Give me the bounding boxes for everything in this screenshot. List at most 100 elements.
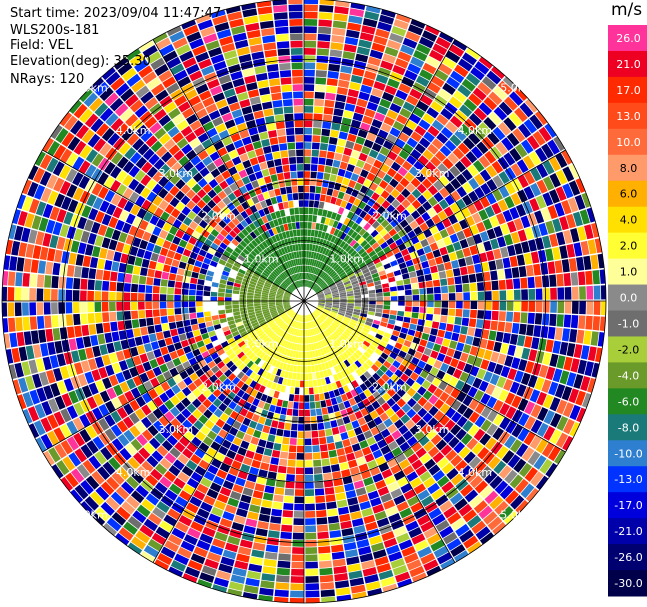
- velocity-gate: [279, 370, 286, 378]
- velocity-gate: [207, 233, 216, 242]
- velocity-gate: [268, 167, 277, 175]
- velocity-gate: [263, 337, 271, 344]
- velocity-gate: [395, 571, 411, 583]
- velocity-gate: [197, 317, 205, 324]
- velocity-gate: [212, 584, 228, 593]
- velocity-gate: [561, 259, 570, 273]
- velocity-gate: [352, 352, 360, 360]
- velocity-gate: [403, 339, 412, 348]
- velocity-gate: [333, 434, 342, 442]
- velocity-gate: [311, 274, 316, 282]
- velocity-gate: [521, 301, 528, 312]
- velocity-gate: [308, 373, 313, 380]
- velocity-gate: [464, 489, 479, 503]
- velocity-gate: [362, 327, 370, 334]
- velocity-gate: [349, 126, 359, 136]
- velocity-gate: [139, 372, 150, 383]
- velocity-gate: [106, 203, 117, 216]
- velocity-gate: [279, 62, 291, 71]
- velocity-gate: [503, 234, 514, 246]
- velocity-gate: [266, 277, 274, 283]
- velocity-gate: [99, 344, 108, 356]
- velocity-gate: [492, 290, 499, 301]
- velocity-gate: [284, 293, 291, 297]
- velocity-gate: [357, 357, 365, 365]
- velocity-gate: [382, 499, 396, 510]
- range-ring-label: 3.0km: [159, 423, 194, 436]
- velocity-gate: [529, 389, 541, 403]
- velocity-gate: [561, 150, 573, 165]
- velocity-gate: [377, 344, 385, 352]
- velocity-gate: [299, 322, 302, 330]
- range-ring-label: 2.0km: [372, 380, 407, 393]
- velocity-gate: [180, 540, 195, 552]
- velocity-gate: [289, 311, 295, 317]
- velocity-gate: [390, 188, 400, 199]
- velocity-gate: [337, 312, 345, 317]
- velocity-gate: [330, 129, 340, 138]
- velocity-gate: [398, 364, 407, 373]
- velocity-gate: [415, 376, 425, 386]
- velocity-gate: [129, 246, 139, 256]
- velocity-gate: [167, 508, 181, 521]
- velocity-gate: [223, 250, 231, 258]
- velocity-gate: [337, 191, 345, 200]
- velocity-gate: [111, 471, 125, 485]
- velocity-gate: [152, 195, 163, 207]
- velocity-gate: [562, 166, 575, 182]
- velocity-gate: [196, 290, 204, 296]
- velocity-gate: [412, 288, 420, 295]
- velocity-gate: [377, 67, 391, 78]
- velocity-gate: [282, 91, 293, 100]
- velocity-gate: [82, 336, 92, 348]
- velocity-gate: [420, 166, 431, 178]
- velocity-gate: [342, 476, 353, 485]
- velocity-gate: [210, 441, 221, 452]
- velocity-gate: [22, 392, 34, 408]
- velocity-gate: [108, 216, 119, 229]
- velocity-gate: [418, 119, 431, 131]
- velocity-gate: [458, 503, 473, 517]
- velocity-gate: [576, 329, 585, 344]
- velocity-gate: [383, 301, 391, 306]
- velocity-gate: [340, 250, 347, 258]
- velocity-gate: [409, 220, 419, 230]
- velocity-gate: [16, 257, 25, 272]
- velocity-gate: [304, 214, 309, 222]
- velocity-gate: [312, 350, 316, 358]
- velocity-gate: [212, 92, 226, 103]
- velocity-gate: [185, 113, 198, 125]
- velocity-gate: [399, 177, 410, 188]
- velocity-gate: [435, 36, 451, 50]
- velocity-gate: [164, 411, 175, 422]
- velocity-gate: [179, 50, 194, 63]
- velocity-gate: [272, 181, 280, 189]
- velocity-gate: [118, 360, 129, 371]
- velocity-gate: [350, 277, 358, 283]
- velocity-gate: [176, 44, 191, 56]
- velocity-gate: [552, 246, 561, 260]
- velocity-gate: [416, 205, 427, 216]
- velocity-gate: [305, 510, 316, 518]
- velocity-gate: [298, 402, 304, 409]
- velocity-gate: [104, 400, 116, 413]
- velocity-gate: [403, 254, 412, 262]
- velocity-gate: [231, 356, 240, 364]
- velocity-gate: [163, 514, 178, 527]
- colorbar-tick-label: 21.0: [616, 58, 641, 71]
- velocity-gate: [432, 279, 441, 287]
- velocity-gate: [149, 215, 160, 226]
- velocity-gate: [336, 238, 343, 247]
- velocity-gate: [496, 445, 509, 460]
- velocity-gate: [242, 192, 251, 201]
- velocity-gate: [418, 155, 429, 166]
- velocity-gate: [360, 251, 368, 259]
- velocity-gate: [225, 289, 233, 294]
- velocity-gate: [347, 298, 355, 301]
- velocity-gate: [314, 394, 320, 402]
- velocity-gate: [318, 429, 326, 438]
- velocity-gate: [78, 160, 91, 175]
- velocity-gate: [275, 298, 283, 300]
- velocity-gate: [188, 425, 200, 436]
- velocity-gate: [246, 427, 255, 436]
